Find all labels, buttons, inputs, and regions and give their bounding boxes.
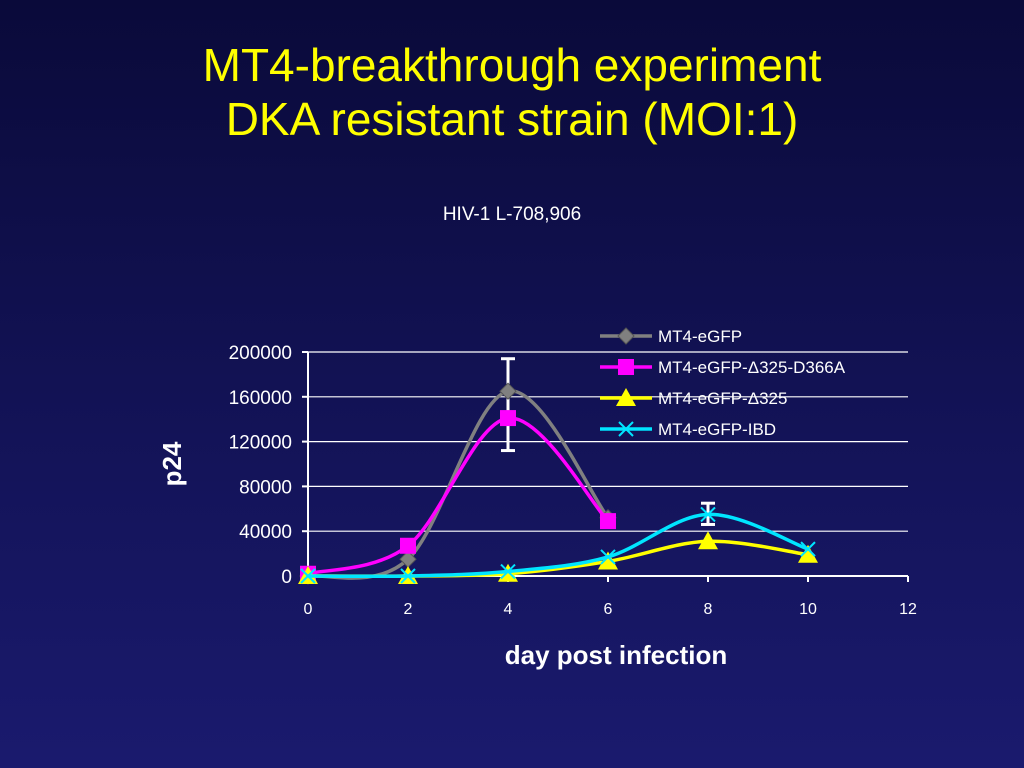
x-tick-label: 4 [504, 601, 513, 618]
series-line [307, 416, 610, 576]
slide-title-line1: MT4-breakthrough experiment [202, 39, 822, 91]
legend-label: MT4-eGFP [658, 327, 742, 346]
x-tick-label: 6 [604, 601, 613, 618]
y-tick-label: 80000 [239, 477, 292, 498]
legend-label: MT4-eGFP-IBD [658, 420, 776, 439]
y-tick-label: 160000 [229, 388, 292, 409]
data-point [500, 410, 516, 427]
x-tick-label: 8 [704, 601, 713, 618]
x-tick-label: 0 [304, 601, 313, 618]
data-point [800, 541, 816, 557]
data-point [499, 382, 517, 400]
series-3 [300, 501, 816, 584]
legend-item: MT4-eGFP-IBD [600, 420, 776, 439]
chart-subtitle: HIV-1 L-708,906 [442, 204, 582, 225]
data-point [500, 563, 516, 580]
legend-item: MT4-eGFP-Δ325-D366A [600, 358, 846, 377]
x-tick-label: 2 [404, 601, 413, 618]
x-tick-label: 10 [799, 601, 817, 618]
legend-marker [618, 421, 634, 437]
data-point [798, 544, 818, 563]
slide-title: MT4-breakthrough experiment DKA resistan… [0, 38, 1024, 146]
slide-title-line2: DKA resistant strain (MOI:1) [225, 93, 799, 145]
x-axis-label: day post infection [505, 640, 727, 670]
legend-marker [618, 359, 634, 375]
data-point-stroke [600, 549, 616, 565]
data-point [700, 506, 716, 523]
legend-label: MT4-eGFP-Δ325 [658, 389, 787, 408]
legend-marker-stroke [618, 421, 634, 437]
data-point-stroke [800, 541, 816, 557]
series-1 [300, 410, 616, 582]
data-point-stroke [300, 568, 316, 584]
legend-item: MT4-eGFP [600, 327, 742, 346]
data-point-stroke [700, 506, 716, 523]
legend-marker [616, 388, 636, 406]
legend-marker [617, 327, 635, 345]
data-point [598, 551, 618, 570]
data-point [600, 549, 616, 565]
legend-item: MT4-eGFP-Δ325 [600, 388, 787, 408]
series-line [307, 512, 809, 579]
legend-label: MT4-eGFP-Δ325-D366A [658, 358, 846, 377]
x-tick-label: 12 [899, 601, 917, 618]
y-tick-label: 40000 [239, 522, 292, 543]
y-tick-label: 0 [281, 567, 292, 588]
legend: MT4-eGFP MT4-eGFP-Δ325-D366A MT4-eGFP-Δ325… [600, 327, 846, 439]
data-point [600, 513, 616, 530]
data-point [698, 531, 718, 550]
y-tick-label: 120000 [229, 433, 292, 454]
data-point [400, 537, 416, 554]
data-point [400, 568, 416, 584]
y-tick-label: 200000 [229, 343, 292, 364]
data-point-stroke [400, 568, 416, 584]
data-point [300, 568, 316, 584]
series-line [307, 389, 610, 580]
data-point-stroke [500, 563, 516, 580]
y-axis-label: p24 [157, 441, 187, 486]
